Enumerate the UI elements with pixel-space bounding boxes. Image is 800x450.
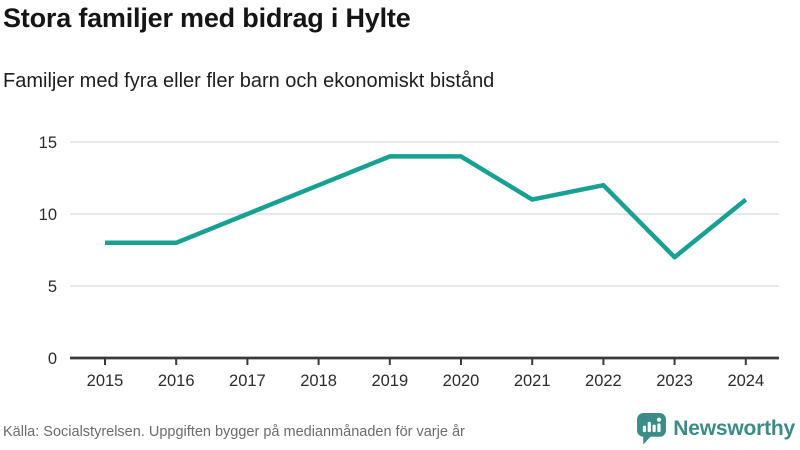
x-tick-label: 2021: [514, 372, 551, 390]
source-note: Källa: Socialstyrelsen. Uppgiften bygger…: [3, 424, 465, 440]
bar-2: [647, 421, 652, 433]
y-tick-label: 15: [39, 134, 57, 152]
x-tick-label: 2023: [656, 372, 693, 390]
data-line-series: [105, 154, 748, 260]
newsworthy-logo: Newsworthy: [636, 412, 795, 445]
y-tick-label: 10: [39, 206, 57, 224]
exclamation-bar: [657, 423, 661, 433]
y-tick-label: 5: [48, 278, 57, 296]
x-tick-label: 2018: [300, 372, 337, 390]
y-tick-label: 0: [48, 350, 57, 368]
brand-name: Newsworthy: [673, 416, 795, 440]
x-tick-label: 2015: [87, 372, 124, 390]
bar-3: [652, 424, 657, 433]
chart-subtitle: Familjer med fyra eller fler barn och ek…: [3, 70, 495, 92]
x-tick-label: 2017: [229, 372, 266, 390]
x-tick-label: 2016: [158, 372, 195, 390]
x-tick-label: 2019: [371, 372, 408, 390]
bar-1: [643, 425, 647, 433]
newsworthy-icon: [637, 413, 667, 445]
line-chart: 0 5 10 15 2015 2016 2017 2018 2019 2020 2021 2022 20…: [39, 134, 779, 390]
exclamation-dot: [657, 417, 662, 422]
x-tick-label: 2022: [585, 372, 622, 390]
x-tick-label: 2024: [727, 372, 764, 390]
speech-bubble-shape: [637, 413, 667, 445]
page-title: Stora familjer med bidrag i Hylte: [3, 3, 411, 33]
x-tick-label: 2020: [443, 372, 480, 390]
